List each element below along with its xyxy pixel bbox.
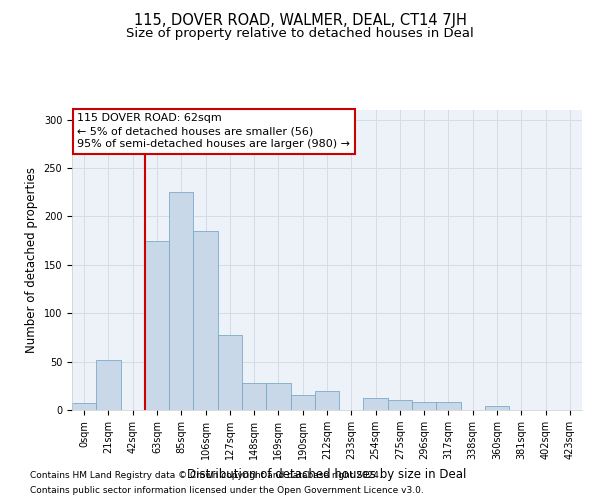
Bar (72, 403, 96, 410)
Text: 115, DOVER ROAD, WALMER, DEAL, CT14 7JH: 115, DOVER ROAD, WALMER, DEAL, CT14 7JH (134, 12, 466, 28)
Bar (169, 192, 193, 410)
Bar (290, 396, 315, 410)
Bar (266, 383, 290, 410)
Y-axis label: Number of detached properties: Number of detached properties (25, 167, 38, 353)
Bar (412, 402, 436, 410)
Text: Contains HM Land Registry data © Crown copyright and database right 2024.: Contains HM Land Registry data © Crown c… (30, 471, 382, 480)
Bar (218, 334, 242, 410)
Bar (388, 400, 412, 410)
Bar (145, 240, 169, 410)
Bar (436, 402, 461, 410)
Bar (242, 383, 266, 410)
Text: Contains public sector information licensed under the Open Government Licence v3: Contains public sector information licen… (30, 486, 424, 495)
Bar (193, 231, 218, 410)
Bar (315, 390, 339, 410)
X-axis label: Distribution of detached houses by size in Deal: Distribution of detached houses by size … (187, 468, 467, 480)
Text: 115 DOVER ROAD: 62sqm
← 5% of detached houses are smaller (56)
95% of semi-detac: 115 DOVER ROAD: 62sqm ← 5% of detached h… (77, 113, 350, 150)
Bar (364, 398, 388, 410)
Bar (485, 406, 509, 410)
Bar (96, 360, 121, 410)
Text: Size of property relative to detached houses in Deal: Size of property relative to detached ho… (126, 28, 474, 40)
